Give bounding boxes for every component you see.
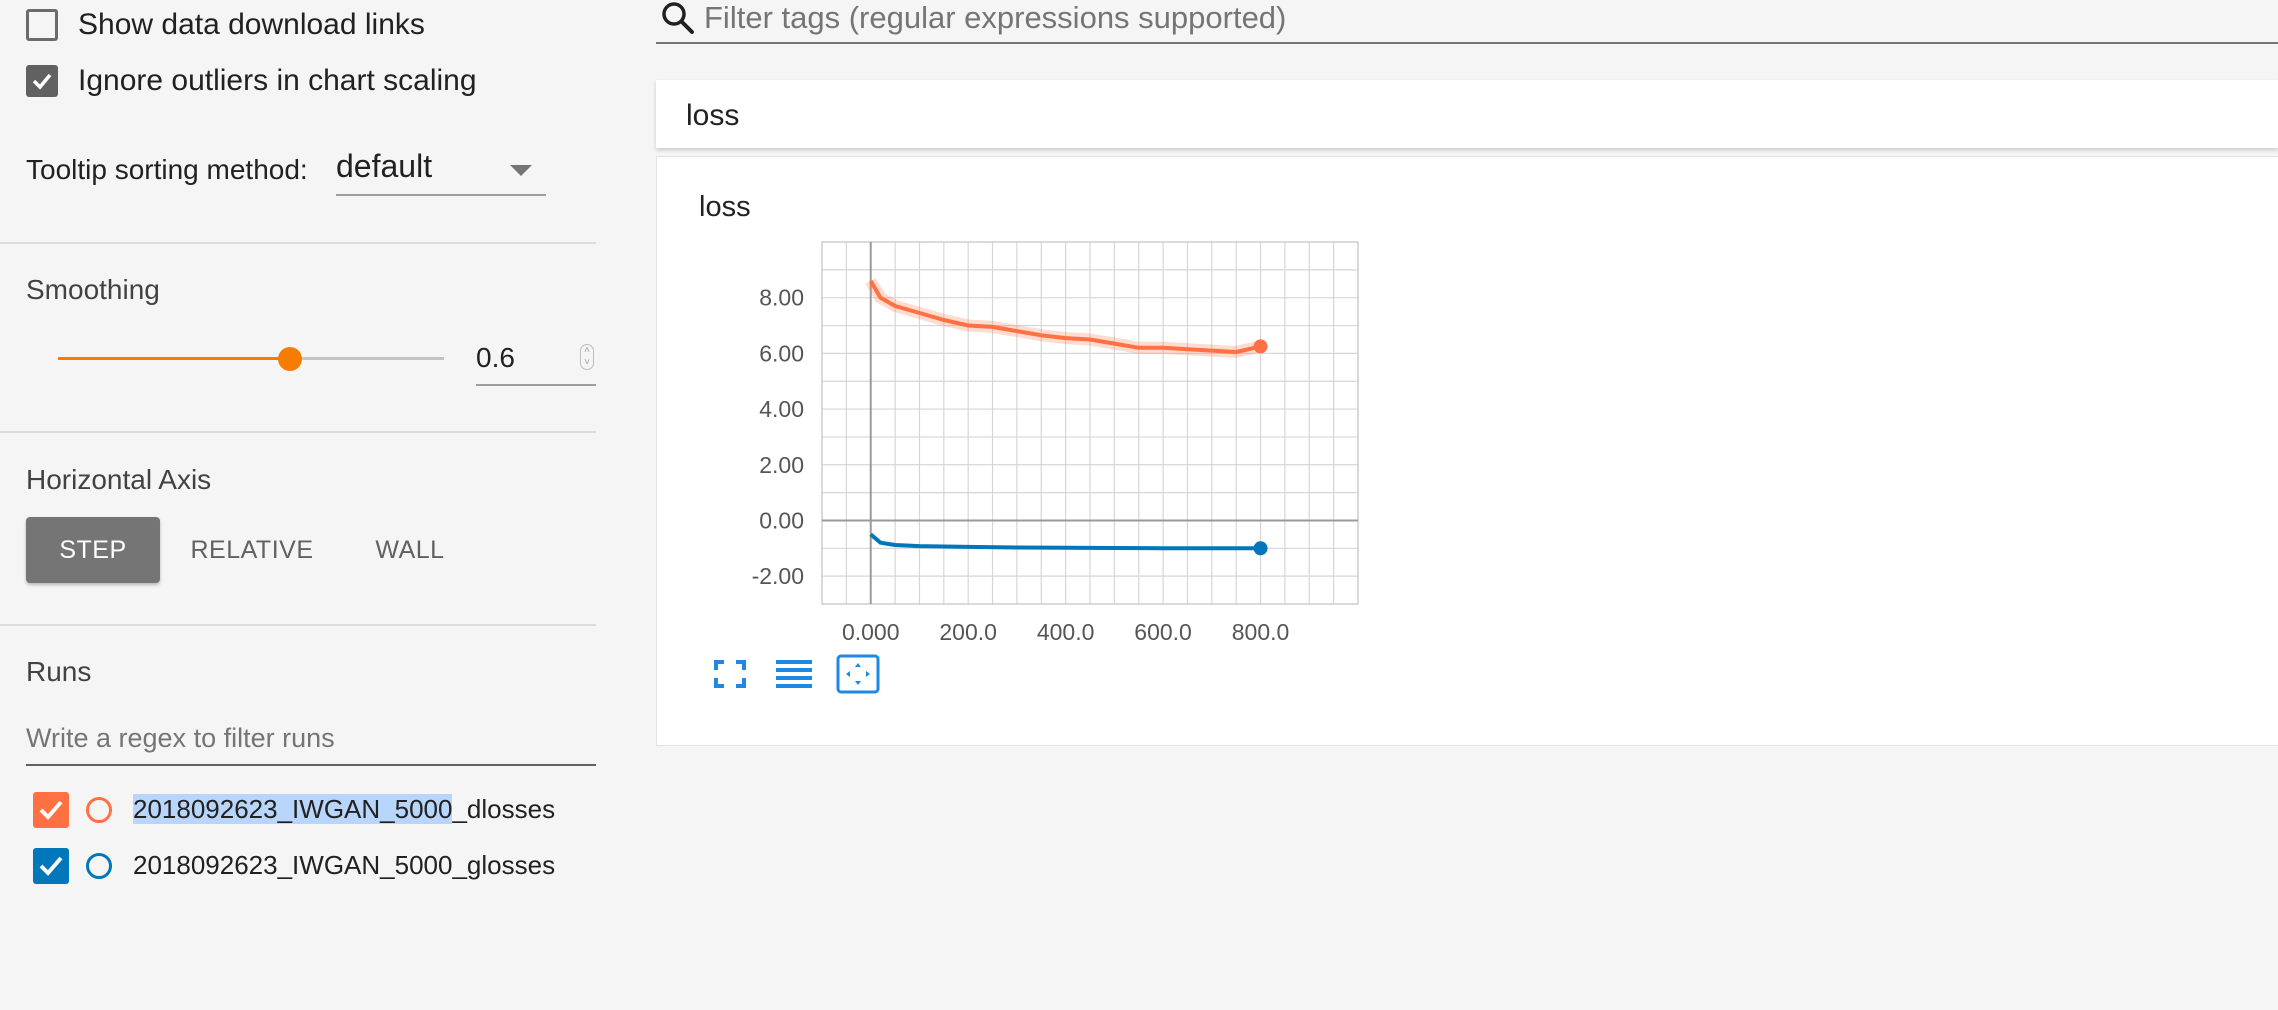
y-tick-label: 0.00 — [759, 507, 804, 533]
x-tick-label: 0.000 — [842, 619, 900, 645]
runs-filter-input[interactable] — [26, 716, 596, 760]
run-checkbox-glosses[interactable] — [33, 848, 69, 884]
series-line — [868, 279, 1261, 354]
ignore-outliers-row[interactable]: Ignore outliers in chart scaling — [26, 64, 477, 98]
plot-frame — [821, 241, 1359, 605]
tooltip-sorting-value: default — [336, 148, 433, 184]
chart-ticks: -2.00 0.00 2.00 4.00 6.00 8.00 0.000 200.0 400.0… — [752, 285, 1290, 645]
fullscreen-icon[interactable] — [708, 654, 752, 694]
run-color-swatch-glosses[interactable] — [86, 853, 112, 879]
show-download-links-checkbox[interactable] — [26, 9, 58, 41]
y-tick-label: -2.00 — [752, 563, 804, 589]
tooltip-sorting-dropdown[interactable]: default — [336, 148, 546, 196]
run-name-dlosses: 2018092623_IWGAN_5000_dlosses — [133, 794, 555, 825]
divider — [0, 242, 596, 244]
smoothing-title: Smoothing — [26, 274, 160, 305]
list-icon[interactable] — [772, 654, 816, 694]
smoothing-slider-fill — [58, 357, 290, 360]
axis-relative-button[interactable]: RELATIVE — [190, 536, 314, 564]
series-endpoint — [1253, 339, 1268, 354]
ignore-outliers-label: Ignore outliers in chart scaling — [78, 64, 477, 97]
y-tick-label: 2.00 — [759, 452, 804, 478]
show-download-links-label: Show data download links — [78, 8, 425, 41]
chart-title: loss — [699, 191, 751, 223]
smoothing-slider-thumb[interactable] — [278, 347, 302, 371]
y-tick-label: 6.00 — [759, 340, 804, 366]
x-tick-label: 600.0 — [1134, 619, 1192, 645]
stepper-icon[interactable]: ˄ ˅ — [580, 344, 594, 370]
checkmark-icon — [39, 856, 63, 876]
tag-filter-input[interactable] — [704, 0, 2204, 36]
run-name-glosses: 2018092623_IWGAN_5000_glosses — [133, 850, 556, 880]
axis-step-button[interactable]: STEP — [26, 517, 160, 583]
runs-title: Runs — [26, 656, 92, 687]
tooltip-sorting-label: Tooltip sorting method: — [26, 154, 308, 185]
chart-card: loss — [656, 156, 2278, 746]
runs-filter-field[interactable] — [26, 716, 596, 766]
search-icon — [662, 2, 694, 34]
divider — [0, 431, 596, 433]
axis-wall-button[interactable]: WALL — [375, 536, 445, 564]
loss-chart[interactable]: -2.00 0.00 2.00 4.00 6.00 8.00 0.000 200.0 400.0… — [700, 228, 1380, 648]
x-tick-label: 200.0 — [939, 619, 997, 645]
horizontal-axis-title: Horizontal Axis — [26, 464, 212, 495]
x-tick-label: 800.0 — [1232, 619, 1290, 645]
y-tick-label: 8.00 — [759, 285, 804, 311]
category-title: loss — [686, 99, 740, 132]
chart-series — [865, 277, 1268, 556]
checkmark-icon — [39, 800, 63, 820]
category-header[interactable]: loss — [656, 80, 2278, 148]
checkmark-icon — [32, 73, 52, 90]
smoothing-value: 0.6 — [476, 342, 515, 373]
chevron-down-icon — [510, 165, 532, 176]
smoothing-value-input[interactable]: 0.6 ˄ ˅ — [476, 336, 596, 386]
show-download-links-row[interactable]: Show data download links — [26, 8, 425, 42]
series-endpoint — [1253, 541, 1268, 556]
x-tick-label: 400.0 — [1037, 619, 1095, 645]
run-color-swatch-dlosses[interactable] — [86, 797, 112, 823]
fit-domain-icon[interactable] — [836, 654, 880, 694]
run-name-suffix: _dlosses — [452, 794, 556, 824]
run-name-highlight: 2018092623_IWGAN_5000 — [133, 794, 453, 824]
ignore-outliers-checkbox[interactable] — [26, 65, 58, 97]
series-line — [869, 532, 1261, 551]
sidebar: Show data download links Ignore outliers… — [0, 0, 596, 1010]
run-checkbox-dlosses[interactable] — [33, 792, 69, 828]
tag-filter-field[interactable] — [656, 0, 2278, 44]
y-tick-label: 4.00 — [759, 396, 804, 422]
divider — [0, 624, 596, 626]
